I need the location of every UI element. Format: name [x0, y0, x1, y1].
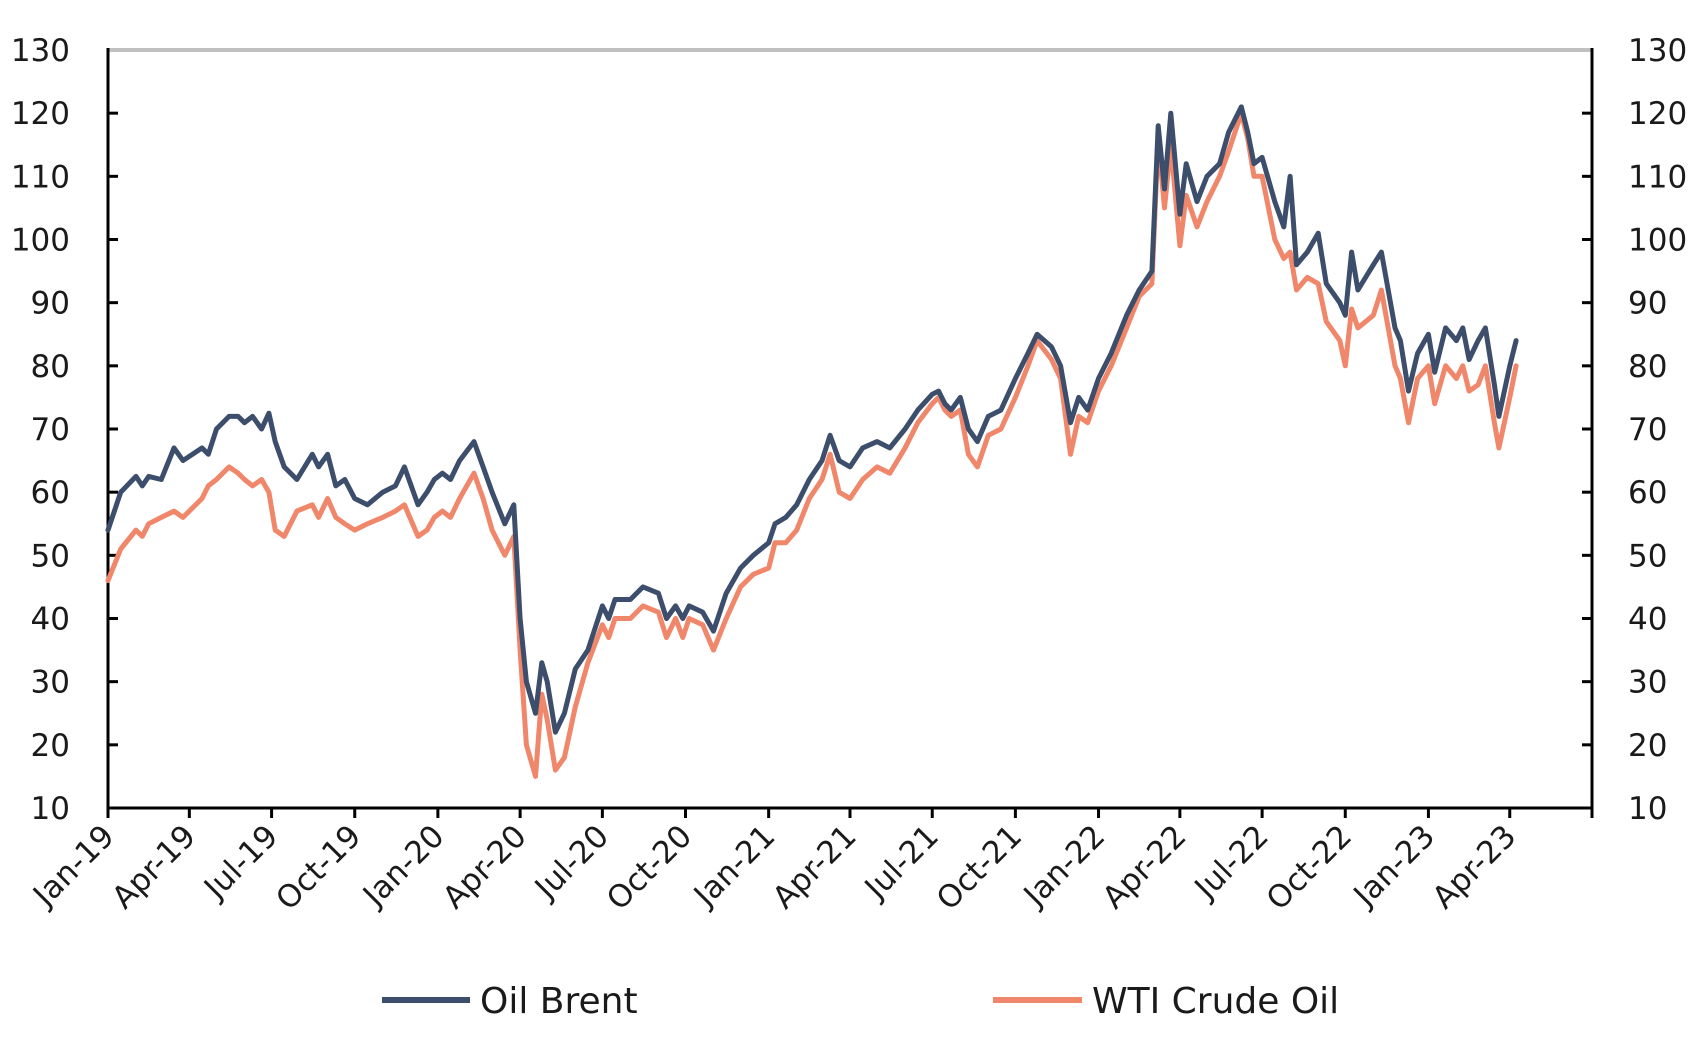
y-tick-label-right: 30 [1628, 665, 1667, 701]
x-tick-label: Jan-22 [1016, 818, 1112, 914]
legend-label-wti: WTI Crude Oil [1092, 981, 1339, 1022]
legend-item-brent: Oil Brent [382, 981, 638, 1022]
legend-item-wti: WTI Crude Oil [993, 981, 1339, 1022]
y-tick-label-right: 120 [1628, 96, 1687, 132]
x-tick-label: Oct-20 [600, 818, 699, 917]
y-tick-label-right: 70 [1628, 412, 1667, 448]
x-tick-label: Oct-19 [269, 818, 368, 917]
y-tick-label-right: 90 [1628, 286, 1667, 322]
x-tick-label: Jan-21 [686, 818, 782, 914]
y-tick-label-left: 120 [11, 96, 70, 132]
right-y-axis-ticks: 10 20 30 40 50 60 70 80 90 100 110 120 130 [1582, 33, 1687, 827]
series-group [105, 104, 1519, 779]
x-tick-label: Jan-19 [25, 818, 121, 914]
x-tick-label: Apr-22 [1096, 818, 1194, 916]
x-tick-label: Apr-19 [105, 818, 203, 916]
y-tick-label-right: 100 [1628, 223, 1687, 259]
y-tick-label-right: 10 [1628, 791, 1667, 827]
y-tick-label-left: 50 [31, 538, 70, 574]
legend: Oil Brent WTI Crude Oil [382, 981, 1339, 1022]
y-tick-label-left: 90 [31, 286, 70, 322]
y-tick-label-left: 60 [31, 475, 70, 511]
x-tick-label: Apr-23 [1426, 818, 1524, 916]
y-tick-label-right: 60 [1628, 475, 1667, 511]
y-tick-label-right: 130 [1628, 33, 1687, 69]
x-tick-label: Apr-20 [436, 818, 534, 916]
x-axis-ticks: Jan-19Apr-19Jul-19Oct-19Jan-20Apr-20Jul-… [25, 808, 1594, 917]
x-tick-label: Jan-20 [355, 818, 451, 914]
y-tick-label-left: 80 [31, 349, 70, 385]
legend-label-brent: Oil Brent [480, 981, 638, 1022]
series-line-brent [105, 104, 1519, 735]
left-y-axis-ticks: 10 20 30 40 50 60 70 80 90 100 110 120 130 [11, 33, 118, 827]
y-tick-label-right: 20 [1628, 728, 1667, 764]
y-tick-label-right: 80 [1628, 349, 1667, 385]
y-tick-label-right: 40 [1628, 602, 1667, 638]
x-tick-label: Jan-23 [1346, 818, 1442, 914]
y-tick-label-left: 70 [31, 412, 70, 448]
y-tick-label-left: 40 [31, 602, 70, 638]
y-tick-label-left: 110 [11, 159, 70, 195]
series-line-wti [105, 110, 1519, 779]
y-tick-label-right: 110 [1628, 159, 1687, 195]
x-tick-label: Oct-22 [1260, 818, 1359, 917]
y-tick-label-left: 130 [11, 33, 70, 69]
y-tick-label-left: 100 [11, 223, 70, 259]
y-tick-label-left: 10 [31, 791, 70, 827]
y-tick-label-left: 30 [31, 665, 70, 701]
y-tick-label-left: 20 [31, 728, 70, 764]
y-tick-label-right: 50 [1628, 538, 1667, 574]
x-tick-label: Apr-21 [766, 818, 864, 916]
x-tick-label: Oct-21 [930, 818, 1029, 917]
